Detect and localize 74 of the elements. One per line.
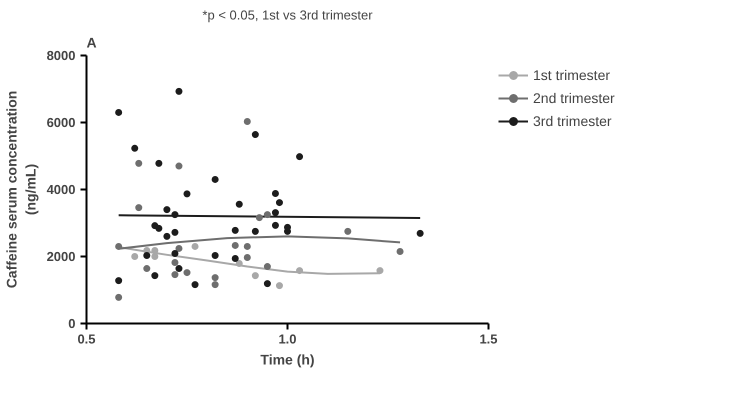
point — [131, 144, 138, 152]
point — [296, 267, 304, 274]
point — [344, 228, 352, 235]
point — [252, 228, 259, 235]
x-tick-label: 1.5 — [479, 332, 498, 346]
point — [171, 211, 178, 218]
point — [232, 255, 239, 262]
point — [115, 277, 122, 284]
point — [171, 259, 178, 266]
point — [416, 230, 424, 237]
point — [236, 260, 243, 268]
x-tick-label: 0.5 — [77, 332, 96, 346]
point — [163, 232, 170, 240]
point — [131, 253, 138, 260]
point — [143, 252, 150, 259]
point — [192, 281, 199, 288]
point — [151, 272, 158, 280]
y-tick-label: 2000 — [46, 249, 76, 264]
point — [175, 244, 182, 252]
point — [252, 272, 259, 280]
point — [264, 263, 271, 270]
point — [276, 282, 283, 290]
point — [232, 226, 239, 234]
point — [212, 281, 219, 288]
point — [175, 88, 182, 95]
point — [184, 190, 190, 198]
point — [155, 160, 162, 167]
point — [192, 242, 199, 250]
point — [376, 267, 384, 274]
point — [135, 160, 142, 167]
y-axis-title: Caffeine serum concentration (ng/mL) — [3, 90, 39, 288]
x-axis-title: Time (h) — [260, 352, 315, 368]
point — [272, 209, 279, 216]
point — [155, 224, 162, 232]
point — [236, 200, 243, 208]
y-tick-label: 6000 — [46, 115, 76, 130]
point — [276, 199, 283, 206]
point — [296, 153, 304, 160]
point — [212, 176, 219, 183]
chart-title: *p < 0.05, 1st vs 3rd trimester — [202, 8, 374, 22]
point — [232, 242, 239, 249]
point — [244, 254, 251, 261]
point — [272, 190, 279, 198]
legend-label: 3rd trimester — [533, 113, 612, 129]
point — [212, 252, 219, 259]
point — [175, 162, 182, 170]
point — [244, 242, 251, 250]
point — [115, 108, 122, 116]
point — [115, 242, 122, 250]
point — [171, 228, 178, 236]
legend-label: 2nd trimester — [533, 90, 615, 106]
point — [184, 269, 190, 276]
x-tick-label: 1.0 — [278, 332, 297, 346]
y-tick-label: 4000 — [46, 182, 76, 197]
point — [151, 253, 158, 260]
point — [163, 206, 170, 214]
point — [256, 214, 263, 222]
point — [252, 131, 259, 138]
point — [115, 294, 122, 301]
text: A — [86, 34, 97, 50]
point — [264, 280, 271, 288]
point — [171, 271, 178, 278]
y-tick-label: 0 — [68, 316, 76, 331]
y-tick-label: 8000 — [46, 48, 76, 63]
point — [171, 250, 178, 257]
point — [272, 222, 279, 229]
legend-label: 1st trimester — [533, 67, 610, 83]
point — [396, 248, 404, 255]
point — [244, 118, 251, 125]
point — [135, 204, 142, 212]
point — [143, 265, 150, 272]
point — [212, 274, 219, 282]
point — [264, 211, 271, 218]
point — [175, 265, 182, 272]
